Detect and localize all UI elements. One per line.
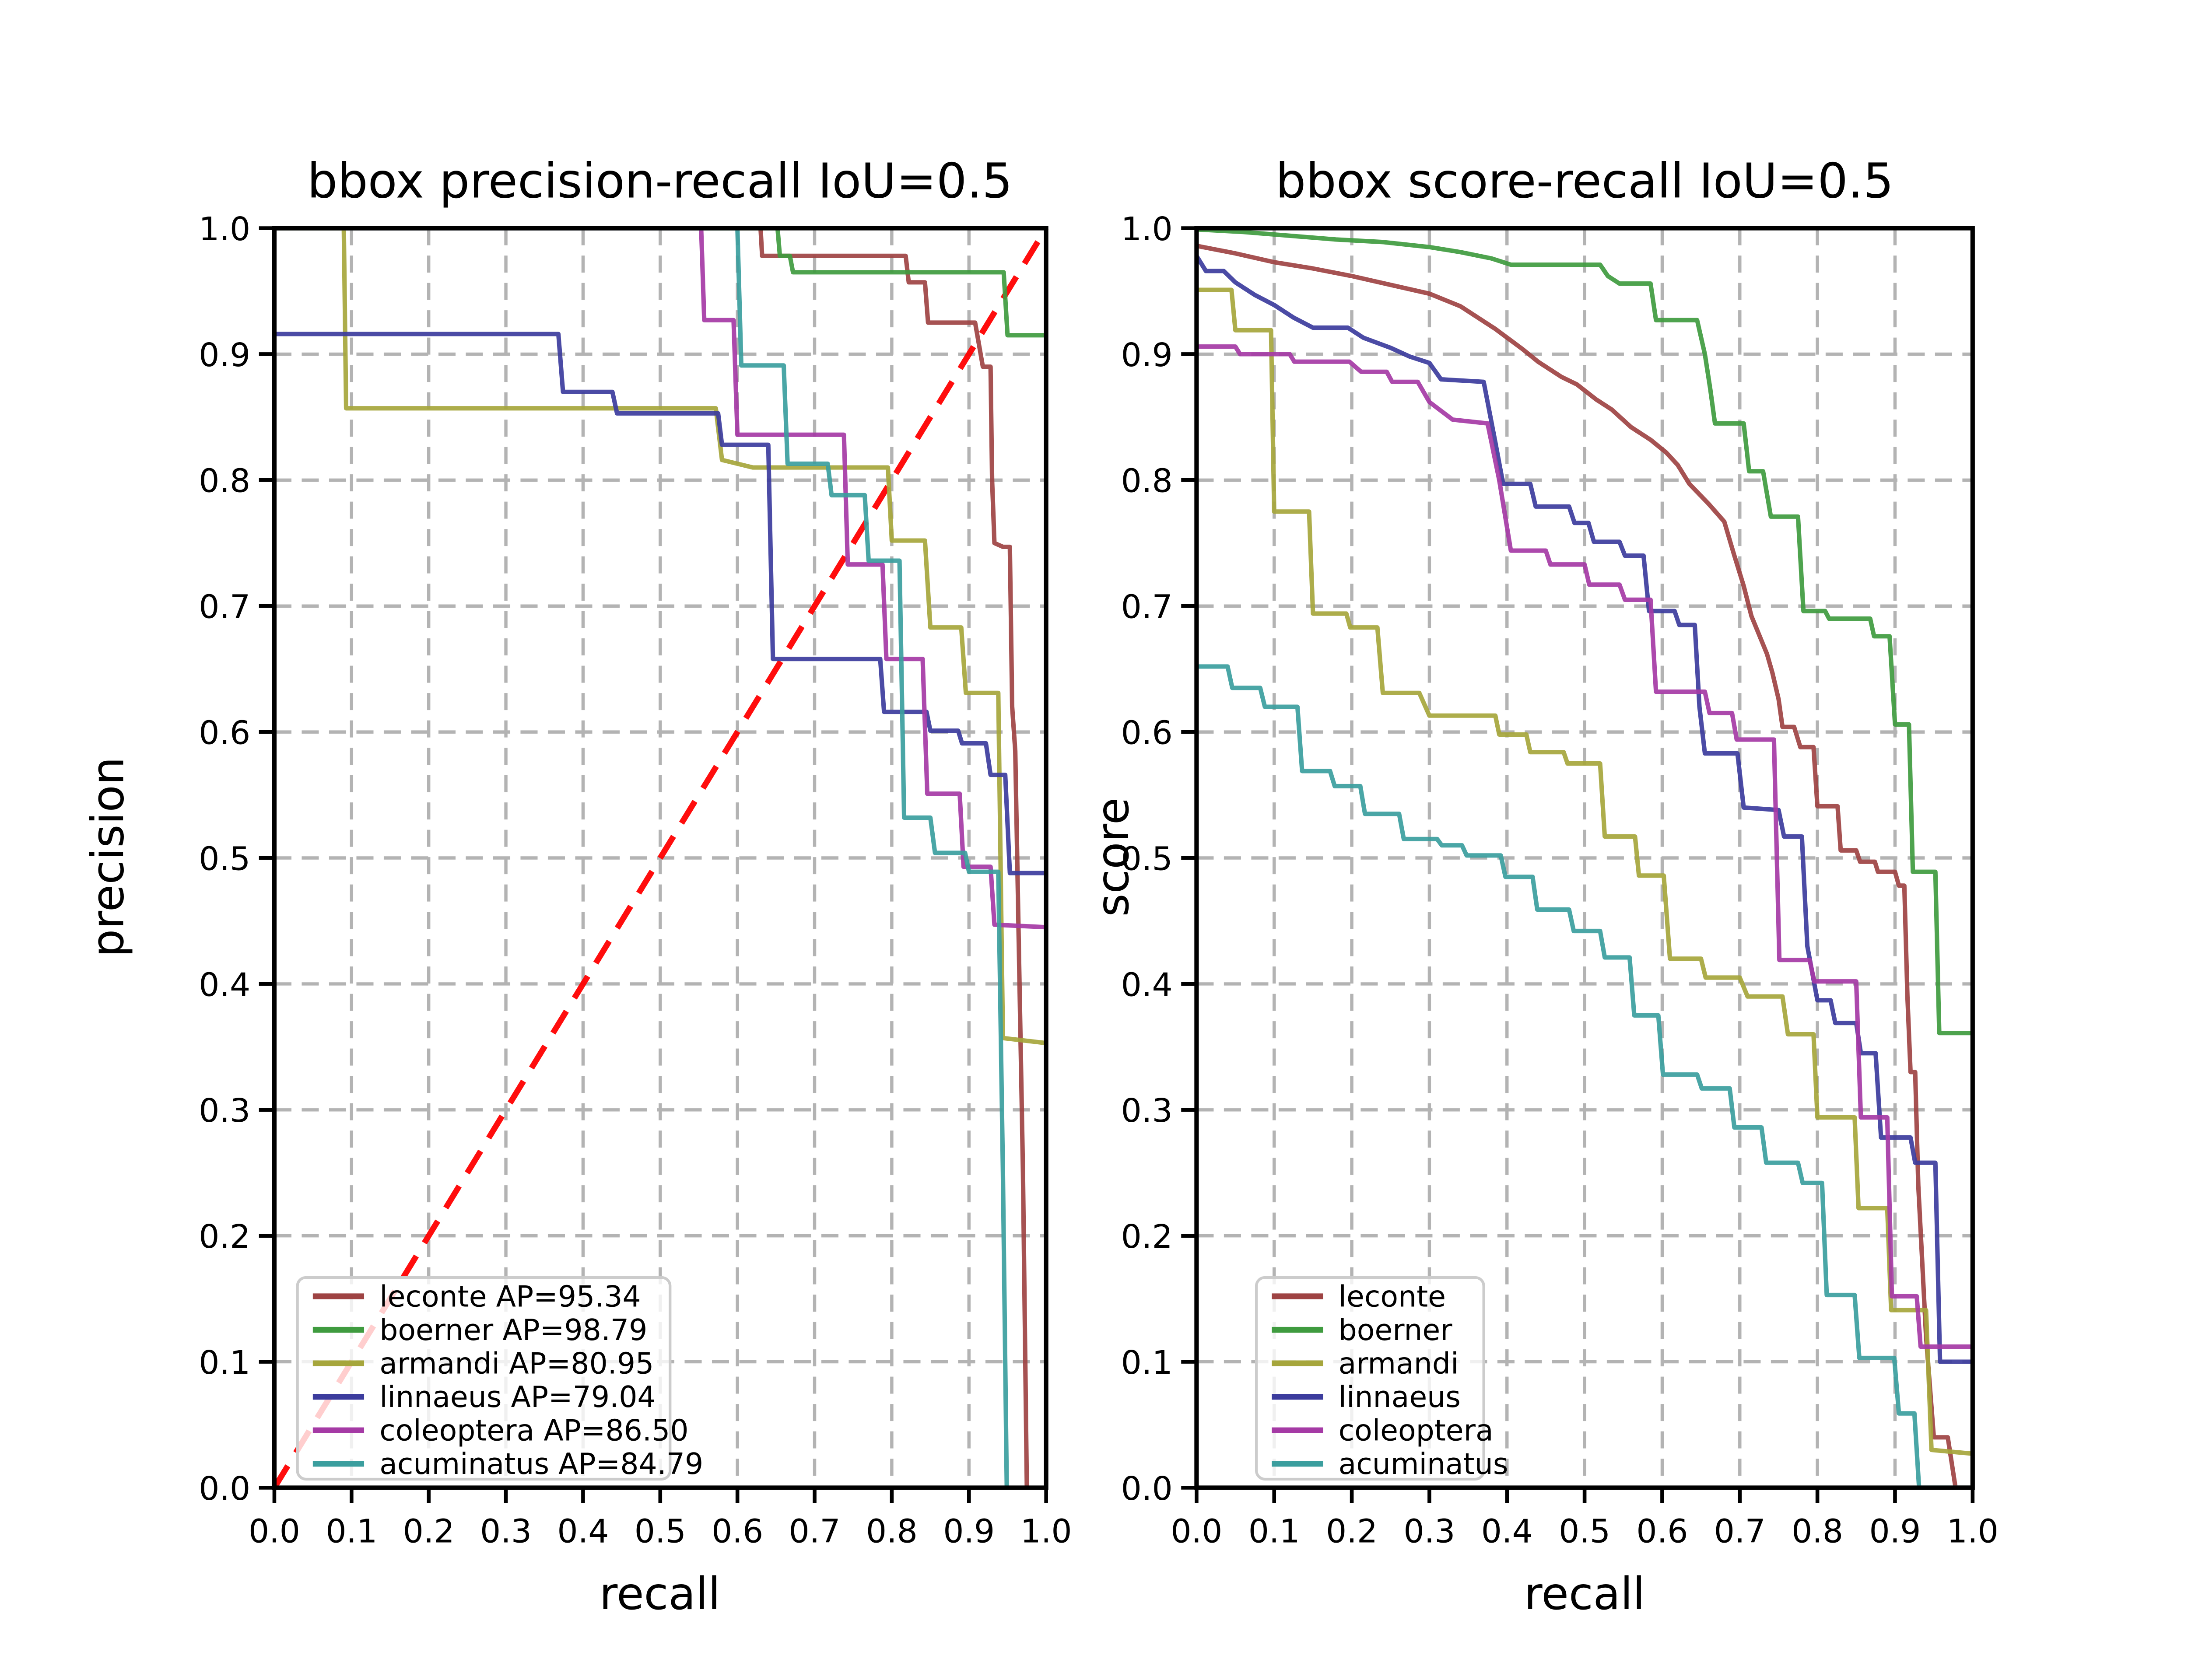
series-boerner xyxy=(1196,227,1973,1036)
series-coleoptera xyxy=(1196,344,1973,1349)
series-coleoptera xyxy=(274,226,1046,930)
legend-label-coleoptera: coleoptera xyxy=(1339,1414,1494,1448)
series-acuminatus xyxy=(1196,664,1973,1490)
x-tick-label: 0.7 xyxy=(789,1512,841,1550)
x-tick-label: 0.2 xyxy=(1326,1512,1378,1550)
legend-label-linnaeus: linnaeus xyxy=(1339,1380,1461,1414)
x-tick-label: 0.6 xyxy=(1636,1512,1688,1550)
x-tick-label: 0.8 xyxy=(866,1512,918,1550)
x-tick-label: 0.3 xyxy=(1403,1512,1455,1550)
legend-label-armandi: armandi AP=80.95 xyxy=(379,1347,654,1381)
y-tick-label: 0.3 xyxy=(1121,1092,1173,1130)
x-tick-label: 0.5 xyxy=(635,1512,686,1550)
y-tick-label: 0.9 xyxy=(199,336,250,374)
right-x-axis-label: recall xyxy=(1524,1568,1645,1620)
y-tick-label: 0.8 xyxy=(199,462,250,500)
y-tick-label: 0.5 xyxy=(199,840,250,878)
y-tick-label: 0.6 xyxy=(199,714,250,752)
series-linnaeus xyxy=(1195,255,1973,1364)
left-y-axis-label: precision xyxy=(82,757,133,957)
y-tick-label: 0.7 xyxy=(199,588,250,626)
y-tick-label: 0.3 xyxy=(199,1092,250,1130)
legend-label-leconte: leconte xyxy=(1339,1279,1446,1313)
series-armandi xyxy=(1196,287,1973,1456)
x-tick-label: 0.5 xyxy=(1559,1512,1610,1550)
x-tick-label: 0.4 xyxy=(1481,1512,1533,1550)
left-chart-title: bbox precision-recall IoU=0.5 xyxy=(307,153,1013,209)
x-tick-label: 0.1 xyxy=(326,1512,377,1550)
x-tick-label: 0.3 xyxy=(480,1512,532,1550)
x-tick-label: 0.4 xyxy=(557,1512,609,1550)
series-boerner xyxy=(274,226,1046,338)
left-x-axis-label: recall xyxy=(600,1568,720,1620)
legend-label-leconte: leconte AP=95.34 xyxy=(379,1279,641,1313)
y-tick-label: 1.0 xyxy=(199,210,250,248)
right-y-axis-label: score xyxy=(1087,798,1139,917)
right-chart-title: bbox score-recall IoU=0.5 xyxy=(1276,153,1893,209)
chart-right: 0.0 0.1 0.2 0.3 0.4 0.5 0.6 0.7 0.8 0.9 1.0 0.0 0.1 0… xyxy=(1121,210,1999,1550)
y-tick-label: 0.4 xyxy=(199,966,250,1004)
y-tick-label: 0.5 xyxy=(1121,840,1173,878)
y-tick-label: 0.4 xyxy=(1121,966,1173,1004)
y-tick-label: 0.0 xyxy=(199,1470,250,1508)
legend-label-boerner: boerner AP=98.79 xyxy=(379,1313,647,1347)
x-tick-label: 0.0 xyxy=(1171,1512,1222,1550)
legend-box xyxy=(296,1276,672,1481)
x-tick-label: 0.9 xyxy=(943,1512,995,1550)
legend: leconteboernerarmandilinnaeuscoleopteraa… xyxy=(1255,1276,1508,1481)
x-tick-label: 1.0 xyxy=(1947,1512,1999,1550)
plots-layer: 0.0 0.1 0.2 0.3 0.4 0.5 0.6 0.7 0.8 0.9 1.0 0.0 0.1 0… xyxy=(199,210,1999,1550)
y-tick-label: 0.8 xyxy=(1121,462,1173,500)
legend-label-coleoptera: coleoptera AP=86.50 xyxy=(379,1414,688,1448)
x-tick-label: 0.6 xyxy=(712,1512,763,1550)
y-tick-label: 0.9 xyxy=(1121,336,1173,374)
legend-label-armandi: armandi xyxy=(1339,1347,1459,1381)
legend-label-boerner: boerner xyxy=(1339,1313,1453,1347)
y-tick-label: 0.2 xyxy=(199,1218,250,1256)
x-tick-label: 0.2 xyxy=(403,1512,455,1550)
x-tick-label: 0.0 xyxy=(249,1512,300,1550)
y-tick-label: 1.0 xyxy=(1121,210,1173,248)
chart-left: 0.0 0.1 0.2 0.3 0.4 0.5 0.6 0.7 0.8 0.9 1.0 0.0 0.1 0… xyxy=(199,210,1072,1550)
legend-label-linnaeus: linnaeus AP=79.04 xyxy=(379,1380,656,1414)
x-tick-label: 0.7 xyxy=(1714,1512,1766,1550)
legend-label-acuminatus: acuminatus AP=84.79 xyxy=(379,1447,703,1481)
series-armandi xyxy=(274,226,1047,1046)
series-leconte xyxy=(1196,243,1973,1490)
legend-label-acuminatus: acuminatus xyxy=(1339,1447,1508,1481)
y-tick-label: 0.7 xyxy=(1121,588,1173,626)
series-linnaeus xyxy=(274,332,1046,875)
y-tick-label: 0.2 xyxy=(1121,1218,1173,1256)
y-tick-label: 0.1 xyxy=(1121,1344,1173,1382)
y-tick-label: 0.1 xyxy=(199,1344,250,1382)
x-tick-label: 0.9 xyxy=(1869,1512,1921,1550)
x-tick-label: 1.0 xyxy=(1020,1512,1072,1550)
y-tick-label: 0.6 xyxy=(1121,714,1173,752)
x-tick-label: 0.8 xyxy=(1792,1512,1843,1550)
y-tick-label: 0.0 xyxy=(1121,1470,1173,1508)
series-leconte xyxy=(274,226,1029,1488)
series-acuminatus xyxy=(274,226,1009,1488)
x-tick-label: 0.1 xyxy=(1248,1512,1300,1550)
